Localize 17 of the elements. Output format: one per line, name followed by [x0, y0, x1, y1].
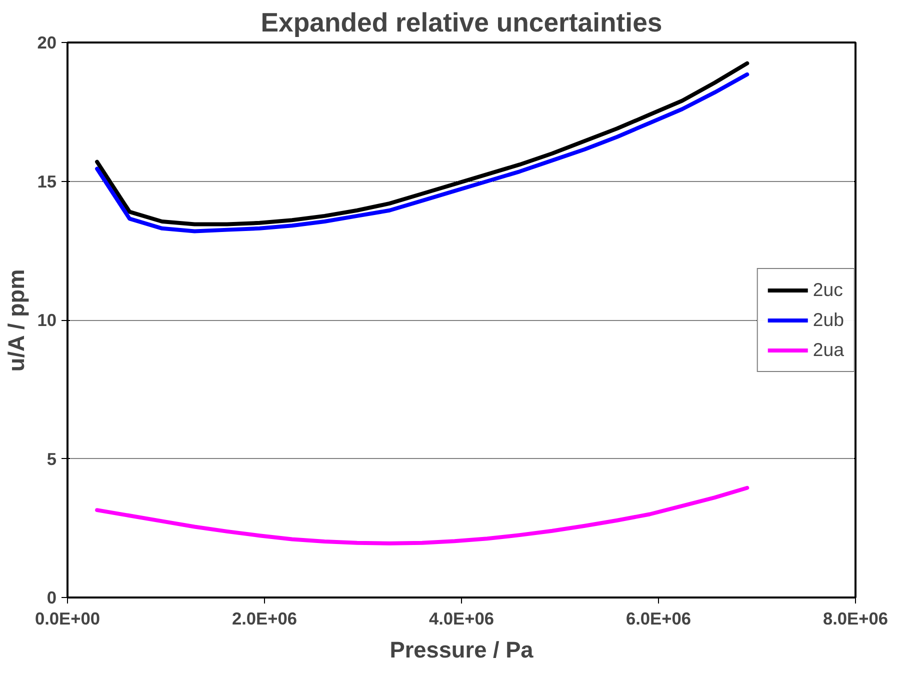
legend-label: 2ub [812, 308, 844, 330]
x-tick-label: 6.0E+06 [626, 608, 692, 628]
y-tick-label: 5 [46, 448, 57, 469]
x-tick-label: 4.0E+06 [428, 608, 494, 628]
line-series [95, 486, 750, 546]
x-tick-label: 2.0E+06 [232, 608, 298, 628]
legend-label: 2uc [812, 278, 843, 300]
y-tick-label: 20 [37, 32, 57, 52]
y-tick-label: 0 [46, 588, 57, 608]
x-tick-label: 8.0E+06 [822, 608, 888, 628]
y-tick-label: 10 [37, 310, 57, 330]
x-axis-title: Pressure / Pa [390, 636, 534, 662]
y-axis-title: u/A / ppm [3, 269, 30, 372]
legend-label: 2ua [812, 338, 844, 360]
y-tick-label: 15 [37, 171, 57, 192]
x-tick-label: 0.0E+00 [34, 608, 100, 628]
chart-title: Expanded relative uncertainties [260, 8, 662, 38]
